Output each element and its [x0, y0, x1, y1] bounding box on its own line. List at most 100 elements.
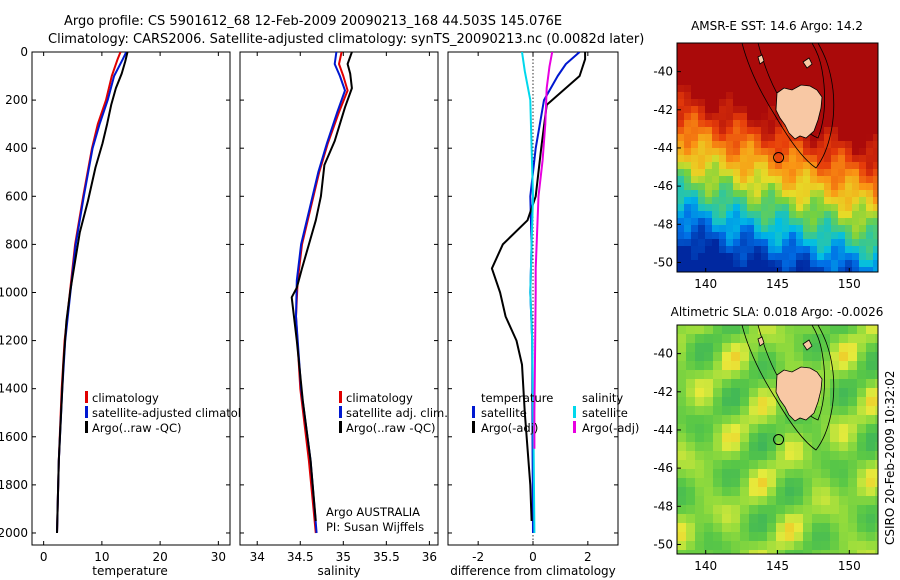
- heatmap-cell: [789, 50, 797, 58]
- heatmap-cell: [785, 505, 795, 515]
- heatmap-cell: [704, 496, 714, 506]
- heatmap-cell: [726, 113, 734, 121]
- heatmap-cell: [873, 190, 878, 198]
- heatmap-cell: [722, 496, 732, 506]
- heatmap-cell: [733, 183, 741, 191]
- heatmap-cell: [803, 433, 813, 443]
- heatmap-cell: [817, 169, 825, 177]
- heatmap-cell: [866, 397, 876, 407]
- series-line-argo-raw-qc-: [56, 52, 129, 534]
- heatmap-cell: [722, 523, 732, 533]
- heatmap-cell: [758, 361, 768, 371]
- heatmap-cell: [754, 260, 762, 268]
- heatmap-cell: [754, 197, 762, 205]
- heatmap-cell: [859, 120, 867, 128]
- heatmap-cell: [824, 106, 832, 114]
- heatmap-cell: [740, 176, 748, 184]
- heatmap-cell: [794, 541, 804, 551]
- heatmap-cell: [747, 218, 755, 226]
- heatmap-cell: [677, 162, 685, 170]
- heatmap-cell: [705, 211, 713, 219]
- heatmap-cell: [704, 523, 714, 533]
- heatmap-cell: [775, 253, 783, 261]
- heatmap-cell: [677, 505, 687, 515]
- heatmap-cell: [794, 496, 804, 506]
- heatmap-cell: [691, 50, 699, 58]
- heatmap-cell: [803, 460, 813, 470]
- heatmap-cell: [776, 325, 786, 335]
- heatmap-cell: [704, 343, 714, 353]
- map-y-tick-label: -40: [653, 347, 673, 361]
- heatmap-cell: [758, 433, 768, 443]
- heatmap-cell: [713, 397, 723, 407]
- heatmap-cell: [733, 225, 741, 233]
- sst-flinders-island-shape: [802, 57, 813, 69]
- heatmap-cell: [705, 246, 713, 254]
- heatmap-cell: [698, 57, 706, 65]
- heatmap-cell: [749, 487, 759, 497]
- heatmap-cell: [845, 85, 853, 93]
- heatmap-cell: [838, 246, 846, 254]
- heatmap-cell: [731, 460, 741, 470]
- heatmap-cell: [852, 78, 860, 86]
- heatmap-cell: [684, 85, 692, 93]
- heatmap-cell: [698, 253, 706, 261]
- heatmap-cell: [812, 478, 822, 488]
- heatmap-cell: [712, 239, 720, 247]
- heatmap-cell: [873, 232, 878, 240]
- heatmap-cell: [782, 162, 790, 170]
- heatmap-cell: [684, 99, 692, 107]
- heatmap-cell: [838, 99, 846, 107]
- heatmap-cell: [740, 496, 750, 506]
- heatmap-cell: [810, 155, 818, 163]
- heatmap-cell: [754, 176, 762, 184]
- heatmap-cell: [749, 379, 759, 389]
- heatmap-cell: [731, 514, 741, 524]
- heatmap-cell: [768, 246, 776, 254]
- heatmap-cell: [761, 141, 769, 149]
- heatmap-cell: [704, 415, 714, 425]
- heatmap-cell: [866, 406, 876, 416]
- heatmap-cell: [830, 424, 840, 434]
- heatmap-cell: [704, 514, 714, 524]
- heatmap-cell: [695, 469, 705, 479]
- heatmap-cell: [859, 169, 867, 177]
- heatmap-cell: [713, 487, 723, 497]
- heatmap-cell: [731, 487, 741, 497]
- heatmap-cell: [812, 487, 822, 497]
- heatmap-cell: [691, 232, 699, 240]
- heatmap-cell: [740, 260, 748, 268]
- heatmap-cell: [749, 433, 759, 443]
- heatmap-cell: [848, 442, 858, 452]
- heatmap-cell: [691, 92, 699, 100]
- heatmap-cell: [794, 433, 804, 443]
- heatmap-cell: [684, 92, 692, 100]
- heatmap-cell: [785, 451, 795, 461]
- sla-land: [757, 336, 823, 422]
- heatmap-cell: [810, 169, 818, 177]
- heatmap-cell: [686, 523, 696, 533]
- heatmap-cell: [768, 260, 776, 268]
- temperature-series: [56, 52, 129, 534]
- heatmap-cell: [740, 148, 748, 156]
- heatmap-cell: [831, 50, 839, 58]
- heatmap-cell: [831, 225, 839, 233]
- heatmap-cell: [704, 397, 714, 407]
- heatmap-cell: [789, 225, 797, 233]
- heatmap-cell: [866, 64, 874, 72]
- heatmap-cell: [794, 361, 804, 371]
- heatmap-cell: [821, 550, 831, 554]
- heatmap-cell: [875, 406, 878, 416]
- heatmap-cell: [761, 239, 769, 247]
- heatmap-cell: [686, 541, 696, 551]
- heatmap-cell: [761, 246, 769, 254]
- heatmap-cell: [704, 352, 714, 362]
- heatmap-cell: [852, 106, 860, 114]
- heatmap-cell: [740, 478, 750, 488]
- heatmap-cell: [803, 260, 811, 268]
- sst-tasmania-shape: [775, 84, 823, 140]
- heatmap-cell: [803, 514, 813, 524]
- heatmap-cell: [695, 442, 705, 452]
- heatmap-cell: [713, 424, 723, 434]
- heatmap-cell: [857, 451, 867, 461]
